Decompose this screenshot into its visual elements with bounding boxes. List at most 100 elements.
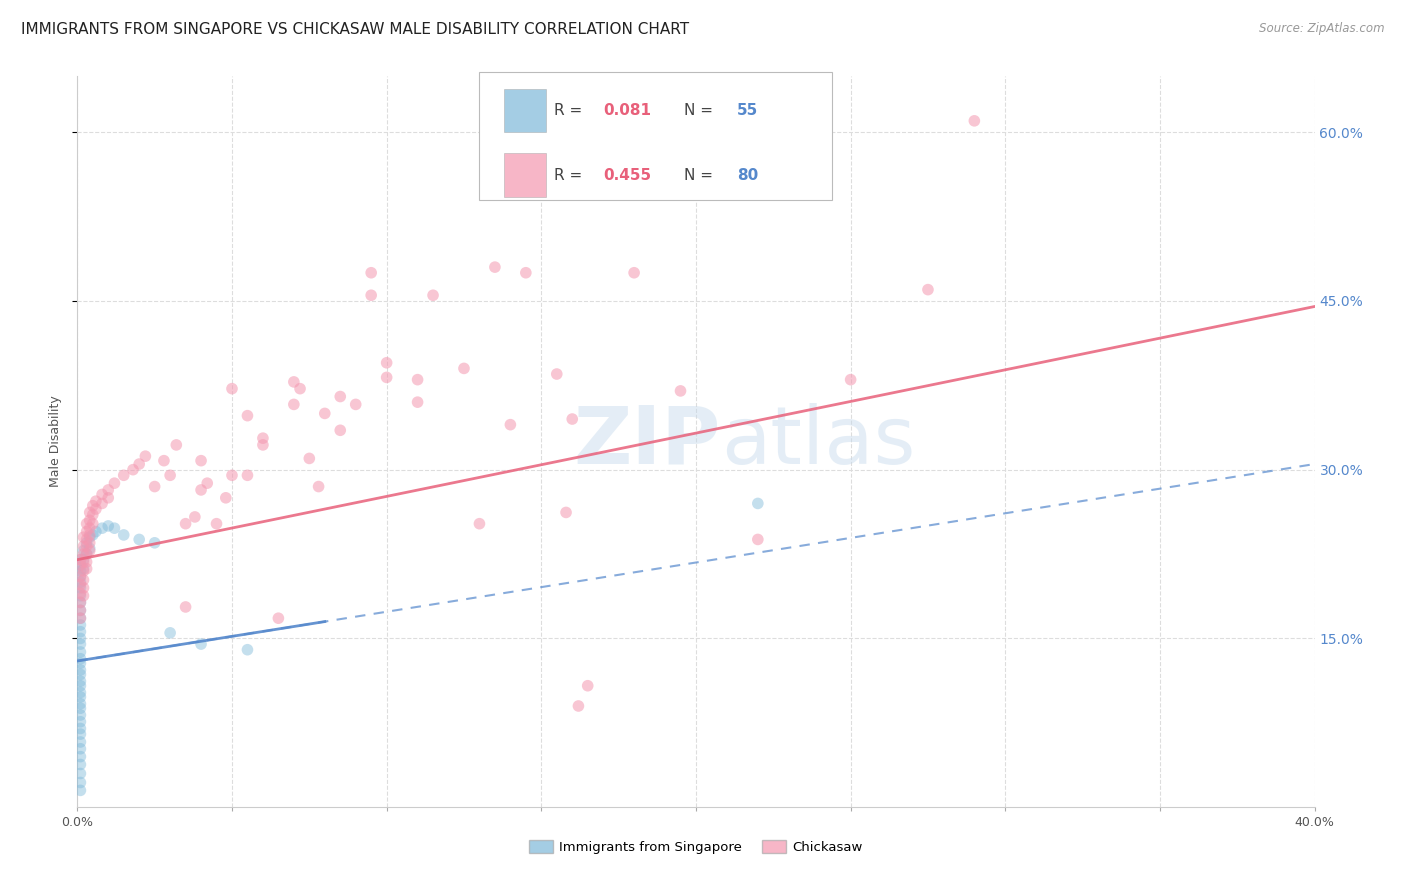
Point <box>69 667 91 681</box>
Point <box>221 382 243 396</box>
Text: R =: R = <box>554 103 586 119</box>
Point <box>69 735 91 749</box>
Point <box>298 451 321 466</box>
Point <box>190 637 212 651</box>
Point <box>195 476 218 491</box>
Point <box>69 685 91 699</box>
Point <box>128 533 150 547</box>
Text: R =: R = <box>554 168 586 183</box>
Y-axis label: Male Disability: Male Disability <box>49 396 62 487</box>
Point <box>69 618 91 632</box>
Point <box>174 599 197 614</box>
Point <box>69 714 91 729</box>
Point <box>103 521 125 535</box>
Point <box>69 552 91 566</box>
Text: N =: N = <box>683 168 717 183</box>
Point <box>314 406 336 420</box>
Point <box>69 674 91 689</box>
Point <box>72 530 94 544</box>
Point <box>76 533 98 547</box>
Point <box>283 375 305 389</box>
Point <box>72 581 94 595</box>
Point <box>747 496 769 510</box>
Text: Source: ZipAtlas.com: Source: ZipAtlas.com <box>1260 22 1385 36</box>
Point <box>375 356 398 370</box>
Point <box>97 519 120 533</box>
Point <box>515 266 537 280</box>
Point <box>69 577 91 591</box>
Point <box>76 524 98 539</box>
Point <box>422 288 444 302</box>
Text: atlas: atlas <box>721 402 915 481</box>
Point <box>252 438 274 452</box>
Point <box>561 412 583 426</box>
Point <box>69 741 91 756</box>
Point <box>69 679 91 693</box>
Point <box>112 468 135 483</box>
Point <box>288 382 311 396</box>
Text: 0.081: 0.081 <box>603 103 651 119</box>
Point <box>69 586 91 600</box>
Point <box>360 288 382 302</box>
Point <box>91 521 114 535</box>
Point <box>576 679 599 693</box>
Point <box>143 536 166 550</box>
Legend: Immigrants from Singapore, Chickasaw: Immigrants from Singapore, Chickasaw <box>524 834 868 859</box>
Text: 55: 55 <box>737 103 758 119</box>
Point <box>69 603 91 617</box>
Point <box>69 766 91 780</box>
Point <box>406 373 429 387</box>
Point <box>69 569 91 583</box>
Point <box>76 555 98 569</box>
Point <box>122 463 145 477</box>
Point <box>69 558 91 573</box>
Point <box>839 373 862 387</box>
Point <box>221 468 243 483</box>
Point <box>72 552 94 566</box>
Point <box>747 533 769 547</box>
Point <box>69 603 91 617</box>
Point <box>72 547 94 561</box>
Point <box>72 562 94 576</box>
Point <box>97 483 120 497</box>
Point <box>484 260 506 274</box>
Point <box>69 708 91 723</box>
Point <box>344 397 367 411</box>
Point <box>69 645 91 659</box>
Point <box>79 530 101 544</box>
Point <box>72 589 94 603</box>
Point <box>360 266 382 280</box>
Point <box>103 476 125 491</box>
Point <box>79 541 101 556</box>
Point <box>76 539 98 553</box>
Point <box>453 361 475 376</box>
Point <box>72 573 94 587</box>
Point <box>91 496 114 510</box>
Point <box>69 611 91 625</box>
Point <box>76 547 98 561</box>
Point <box>69 624 91 639</box>
Point <box>112 528 135 542</box>
Point <box>69 727 91 741</box>
Point <box>79 528 101 542</box>
Point <box>205 516 228 531</box>
Point <box>174 516 197 531</box>
Point <box>82 528 104 542</box>
Point <box>69 775 91 789</box>
Point <box>69 697 91 711</box>
Point <box>69 552 91 566</box>
Point <box>236 642 259 657</box>
Point <box>69 657 91 671</box>
Point <box>69 569 91 583</box>
Point <box>329 390 352 404</box>
Text: IMMIGRANTS FROM SINGAPORE VS CHICKASAW MALE DISABILITY CORRELATION CHART: IMMIGRANTS FROM SINGAPORE VS CHICKASAW M… <box>21 22 689 37</box>
Point <box>69 564 91 578</box>
Point <box>184 510 207 524</box>
Point <box>69 651 91 665</box>
FancyBboxPatch shape <box>505 89 547 132</box>
FancyBboxPatch shape <box>479 72 832 200</box>
Point <box>69 558 91 573</box>
Point <box>69 783 91 797</box>
Point <box>82 508 104 522</box>
Text: N =: N = <box>683 103 717 119</box>
